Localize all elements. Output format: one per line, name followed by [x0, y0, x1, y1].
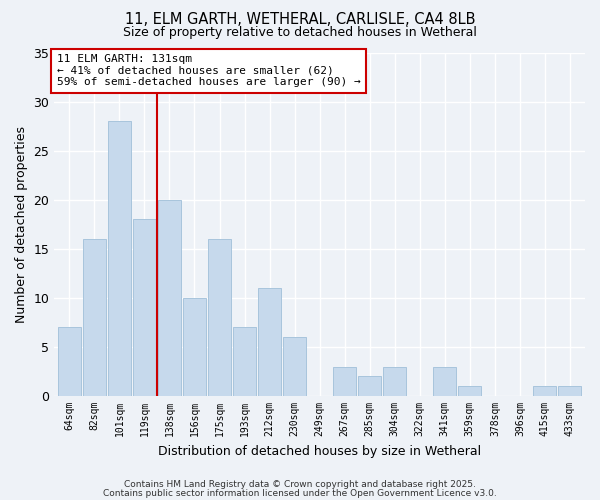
Bar — [383, 366, 406, 396]
Bar — [233, 328, 256, 396]
Bar — [358, 376, 381, 396]
Bar — [183, 298, 206, 396]
Bar — [433, 366, 457, 396]
Bar — [559, 386, 581, 396]
Text: 11 ELM GARTH: 131sqm
← 41% of detached houses are smaller (62)
59% of semi-detac: 11 ELM GARTH: 131sqm ← 41% of detached h… — [57, 54, 361, 88]
Bar — [58, 328, 81, 396]
Text: Contains HM Land Registry data © Crown copyright and database right 2025.: Contains HM Land Registry data © Crown c… — [124, 480, 476, 489]
Bar — [208, 239, 231, 396]
Bar — [83, 239, 106, 396]
Text: Contains public sector information licensed under the Open Government Licence v3: Contains public sector information licen… — [103, 488, 497, 498]
Text: 11, ELM GARTH, WETHERAL, CARLISLE, CA4 8LB: 11, ELM GARTH, WETHERAL, CARLISLE, CA4 8… — [125, 12, 475, 28]
Bar — [283, 337, 306, 396]
Bar — [158, 200, 181, 396]
X-axis label: Distribution of detached houses by size in Wetheral: Distribution of detached houses by size … — [158, 444, 481, 458]
Bar — [533, 386, 556, 396]
Text: Size of property relative to detached houses in Wetheral: Size of property relative to detached ho… — [123, 26, 477, 39]
Bar — [258, 288, 281, 396]
Y-axis label: Number of detached properties: Number of detached properties — [15, 126, 28, 323]
Bar — [333, 366, 356, 396]
Bar — [133, 220, 156, 396]
Bar — [458, 386, 481, 396]
Bar — [108, 121, 131, 396]
